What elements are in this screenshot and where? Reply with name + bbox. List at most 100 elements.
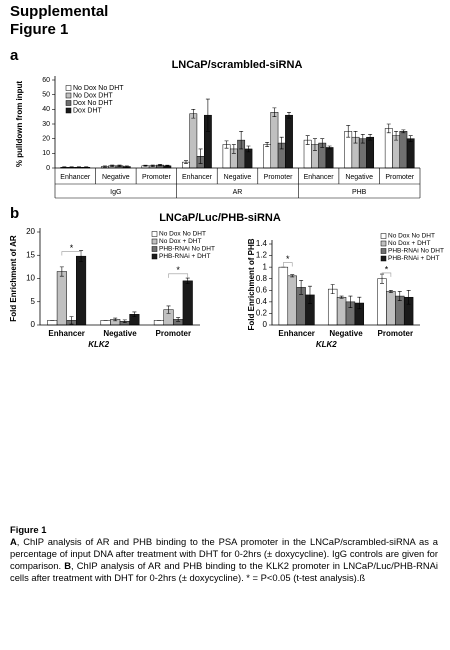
bar: [47, 320, 58, 326]
caption: Figure 1 A, ChIP analysis of AR and PHB …: [10, 524, 438, 584]
y-tick-label: 1.2: [256, 251, 268, 260]
significance-mark: *: [286, 254, 290, 264]
caption-text: A, ChIP analysis of AR and PHB binding t…: [10, 536, 438, 584]
x-tick-label: Enhancer: [278, 329, 314, 338]
significance-mark: *: [385, 264, 389, 274]
x-axis-label: KLK2: [316, 340, 337, 349]
error-bar: [183, 160, 188, 164]
error-bar: [305, 135, 310, 145]
error-bar: [279, 136, 284, 150]
error-bar: [185, 277, 190, 284]
x-tick-label: Enhancer: [60, 174, 91, 181]
y-tick-label: 0.2: [256, 309, 268, 318]
y-axis-label: Fold Enrichment of PHB: [247, 238, 256, 330]
bar: [278, 266, 289, 326]
y-tick-label: 0: [263, 320, 268, 329]
error-bar: [406, 289, 411, 305]
bar: [270, 112, 279, 169]
legend-label: No Dox No DHT: [73, 85, 124, 92]
error-bar: [307, 285, 312, 304]
significance-mark: *: [176, 265, 180, 275]
x-tick-label: Enhancer: [304, 174, 335, 181]
legend-swatch: [380, 255, 387, 262]
legend-label: No Dox No DHT: [388, 233, 435, 240]
y-tick-label: 10: [26, 274, 35, 283]
legend-label: PHB-RNAi No DHT: [159, 246, 215, 253]
axes: [39, 228, 200, 326]
legend-swatch: [151, 253, 158, 260]
legend-swatch: [151, 238, 158, 245]
error-bar: [143, 164, 148, 167]
legend-swatch: [65, 107, 72, 114]
error-bar: [368, 133, 373, 141]
legend-label: Dox No DHT: [73, 100, 113, 107]
panel-title: LNCaP/Luc/PHB-siRNA: [159, 212, 281, 224]
bar: [386, 291, 396, 326]
error-bar: [327, 145, 332, 150]
bar: [153, 320, 164, 326]
y-axis-label: % pulldown from input: [15, 81, 24, 168]
x-tick-label: Promoter: [385, 174, 414, 181]
bar: [325, 147, 334, 169]
error-bar: [102, 165, 107, 168]
error-bar: [265, 142, 270, 148]
error-bar: [272, 107, 277, 117]
legend-swatch: [380, 240, 387, 247]
legend-swatch: [65, 85, 72, 91]
axes: [271, 240, 420, 326]
x-tick-label: Enhancer: [48, 329, 84, 338]
x-tick-label: Negative: [102, 174, 130, 181]
y-tick-label: 20: [26, 227, 35, 236]
error-bar: [198, 148, 203, 164]
legend-label: No Dox + DHT: [388, 240, 430, 247]
y-tick-label: 20: [42, 136, 50, 143]
error-bar: [394, 131, 399, 141]
bar: [263, 144, 272, 169]
legend-label: No Dox DHT: [73, 92, 113, 99]
group-label: PHB: [352, 189, 367, 196]
y-axis-label: Fold Enrichment of AR: [9, 235, 18, 322]
y-tick-label: 40: [42, 106, 50, 113]
bar: [100, 320, 111, 326]
bar: [56, 271, 67, 326]
bar: [76, 255, 87, 326]
x-tick-label: Promoter: [264, 174, 293, 181]
error-bar: [339, 295, 344, 299]
bar: [189, 113, 198, 169]
heading: Figure 1: [10, 21, 68, 38]
error-bar: [388, 289, 393, 293]
error-bar: [69, 316, 74, 325]
caption-title: Figure 1: [10, 524, 47, 535]
x-tick-label: Promoter: [156, 329, 192, 338]
bar: [182, 280, 193, 326]
error-bar: [239, 131, 244, 150]
x-axis-label: KLK2: [88, 340, 109, 349]
group-label: IgG: [110, 189, 121, 196]
x-tick-label: Promoter: [142, 174, 171, 181]
error-bar: [299, 280, 304, 295]
legend-swatch: [380, 248, 387, 254]
error-bar: [176, 317, 181, 322]
legend-swatch: [151, 246, 158, 252]
error-bar: [348, 295, 353, 308]
significance-bracket: [61, 251, 82, 256]
error-bar: [117, 164, 122, 167]
x-tick-label: Negative: [345, 174, 373, 181]
bar: [399, 131, 408, 169]
bar: [406, 138, 415, 169]
legend-swatch: [65, 92, 72, 99]
error-bar: [224, 140, 229, 149]
y-tick-label: 60: [42, 77, 50, 84]
x-tick-label: Promoter: [378, 329, 414, 338]
error-bar: [132, 311, 137, 317]
y-tick-label: 15: [26, 250, 35, 259]
bar: [287, 275, 297, 326]
legend-label: No Dox No DHT: [159, 231, 206, 238]
bar: [327, 288, 338, 326]
caption-part: , ChIP analysis of AR and PHB binding to…: [10, 536, 438, 571]
significance-bracket: [381, 272, 392, 277]
bar: [285, 114, 293, 169]
legend-swatch: [151, 231, 158, 237]
error-bar: [191, 109, 196, 119]
